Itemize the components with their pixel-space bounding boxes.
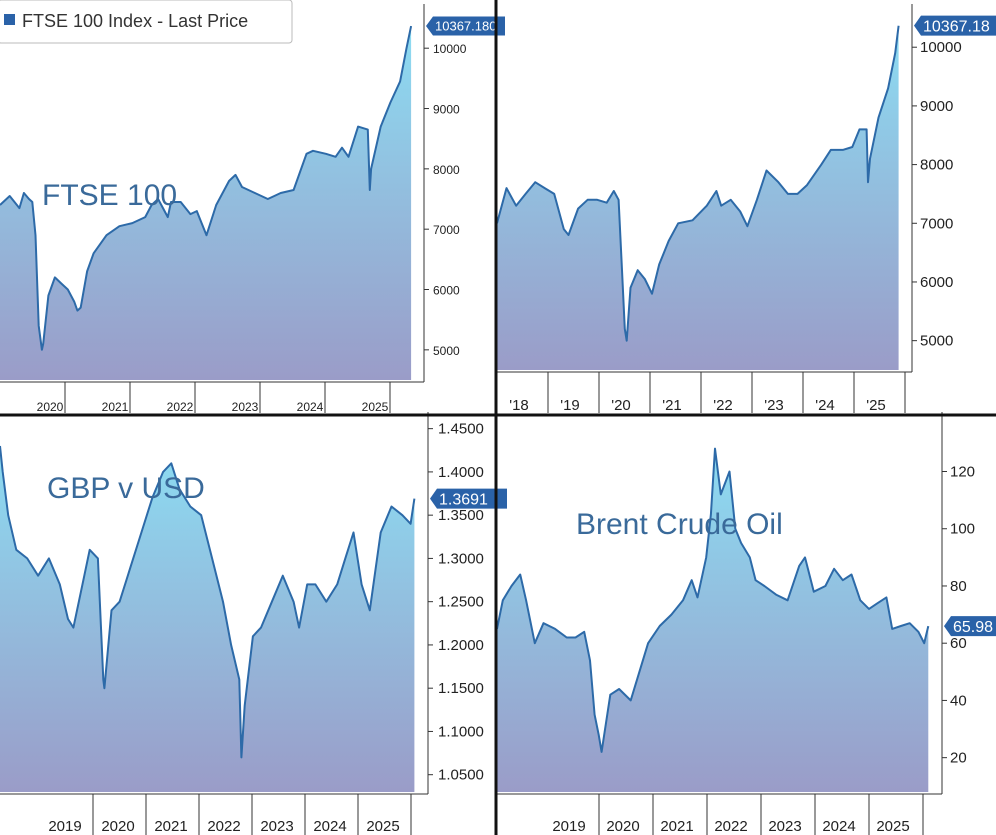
- brent-series-line: [496, 447, 930, 753]
- gbpusd-xtick-label: 2024: [313, 818, 346, 835]
- ftse-8y-ytick-label: 8000: [920, 157, 953, 174]
- ftse-8y-xtick-label: '22: [713, 397, 733, 414]
- brent-xtick-label: 2020: [606, 818, 639, 835]
- gbpusd-xtick-label: 2023: [260, 818, 293, 835]
- legend: FTSE 100 Index - Last Price: [0, 0, 293, 44]
- gbpusd-ytick-label: 1.4000: [438, 464, 484, 481]
- ftse-5y-ytick-label: 7000: [433, 223, 460, 237]
- gbpusd-xtick-label: 2021: [154, 818, 187, 835]
- ftse-5y-panel: 5000 6000 7000 8000 9000 10000 2020 2021 2022 202…: [0, 4, 505, 414]
- gbpusd-panel: 1.0500 1.1000 1.1500 1.2000 1.2500 1.3000 1.35…: [0, 412, 507, 835]
- gbpusd-area-fill: [0, 446, 415, 792]
- ftse-5y-xtick-label: 2020: [37, 400, 64, 414]
- brent-xtick-label: 2022: [714, 818, 747, 835]
- ftse-8y-xtick-label: '23: [764, 397, 784, 414]
- gbpusd-xtick-label: 2025: [366, 818, 399, 835]
- ftse-8y-xtick-label: '20: [611, 397, 631, 414]
- ftse-5y-xtick-label: 2023: [232, 400, 259, 414]
- ftse-5y-area-fill: [0, 26, 412, 380]
- brent-xtick-label: 2025: [876, 818, 909, 835]
- brent-xtick-label: 2019: [552, 818, 585, 835]
- ftse-5y-xtick-label: 2022: [167, 400, 194, 414]
- gbpusd-last-value-label: 1.3691: [439, 491, 488, 508]
- brent-ytick-label: 120: [950, 464, 975, 481]
- gbpusd-ytick-label: 1.2500: [438, 594, 484, 611]
- gbpusd-xtick-label: 2020: [101, 818, 134, 835]
- gbpusd-series-line: [0, 445, 416, 759]
- legend-box: [0, 0, 293, 44]
- ftse-8y-ytick-label: 9000: [920, 98, 953, 115]
- brent-area-fill: [497, 448, 929, 792]
- gbpusd-ytick-label: 1.3500: [438, 507, 484, 524]
- ftse-5y-overlay-title: FTSE 100: [42, 179, 177, 212]
- gbpusd-ytick-label: 1.1000: [438, 723, 484, 740]
- ftse-8y-ytick-label: 5000: [920, 333, 953, 350]
- ftse-8y-series-line: [496, 25, 900, 342]
- ftse-5y-ytick-label: 9000: [433, 103, 460, 117]
- gbpusd-ytick-label: 1.2000: [438, 637, 484, 654]
- ftse-5y-xtick-label: 2021: [102, 400, 129, 414]
- ftse-5y-last-value-label: 10367.180: [435, 19, 496, 34]
- gbpusd-ytick-label: 1.0500: [438, 767, 484, 784]
- gbpusd-xtick-label: 2019: [48, 818, 81, 835]
- brent-ytick-label: 80: [950, 578, 967, 595]
- ftse-8y-panel: 5000 6000 7000 8000 9000 10000 '18 '19 '20 '21 '22…: [496, 4, 996, 414]
- ftse-8y-xtick-label: '21: [662, 397, 682, 414]
- ftse-8y-ytick-label: 10000: [920, 39, 962, 56]
- ftse-5y-ytick-label: 8000: [433, 163, 460, 177]
- gbpusd-ytick-label: 1.4500: [438, 421, 484, 438]
- gbpusd-ytick-label: 1.3000: [438, 550, 484, 567]
- brent-xtick-label: 2023: [768, 818, 801, 835]
- ftse-5y-ytick-label: 6000: [433, 284, 460, 298]
- brent-xtick-label: 2024: [822, 818, 855, 835]
- gbpusd-overlay-title: GBP v USD: [47, 472, 205, 505]
- legend-label: FTSE 100 Index - Last Price: [22, 11, 248, 31]
- brent-last-value-label: 65.98: [953, 619, 993, 636]
- ftse-8y-xtick-label: '18: [509, 397, 529, 414]
- ftse-8y-xtick-label: '24: [815, 397, 835, 414]
- ftse-5y-series-line: [0, 25, 413, 351]
- brent-overlay-title: Brent Crude Oil: [576, 508, 783, 541]
- ftse-8y-area-fill: [497, 25, 899, 370]
- ftse-8y-last-value-label: 10367.18: [923, 18, 990, 35]
- brent-ytick-label: 20: [950, 750, 967, 767]
- ftse-5y-last-value-badge: [426, 16, 505, 36]
- brent-panel: 20 40 60 80 100 120 2019 2020 2021 2022 2023 2024 20…: [496, 412, 996, 835]
- ftse-8y-ytick-label: 6000: [920, 274, 953, 291]
- gbpusd-xtick-label: 2022: [207, 818, 240, 835]
- brent-xtick-label: 2021: [660, 818, 693, 835]
- ftse-5y-ytick-label: 10000: [433, 42, 467, 56]
- gbpusd-last-value-badge: [430, 488, 507, 509]
- ftse-5y-ytick-label: 5000: [433, 344, 460, 358]
- gbpusd-ytick-label: 1.1500: [438, 680, 484, 697]
- brent-ytick-label: 100: [950, 521, 975, 538]
- ftse-5y-xtick-label: 2025: [362, 400, 389, 414]
- legend-swatch: [4, 14, 15, 25]
- ftse-8y-xtick-label: '25: [866, 397, 886, 414]
- ftse-5y-xtick-label: 2024: [297, 400, 324, 414]
- ftse-8y-last-value-badge: [914, 15, 996, 36]
- brent-last-value-badge: [944, 616, 996, 637]
- brent-ytick-label: 40: [950, 692, 967, 709]
- ftse-8y-ytick-label: 7000: [920, 215, 953, 232]
- brent-ytick-label: 60: [950, 635, 967, 652]
- ftse-8y-xtick-label: '19: [560, 397, 580, 414]
